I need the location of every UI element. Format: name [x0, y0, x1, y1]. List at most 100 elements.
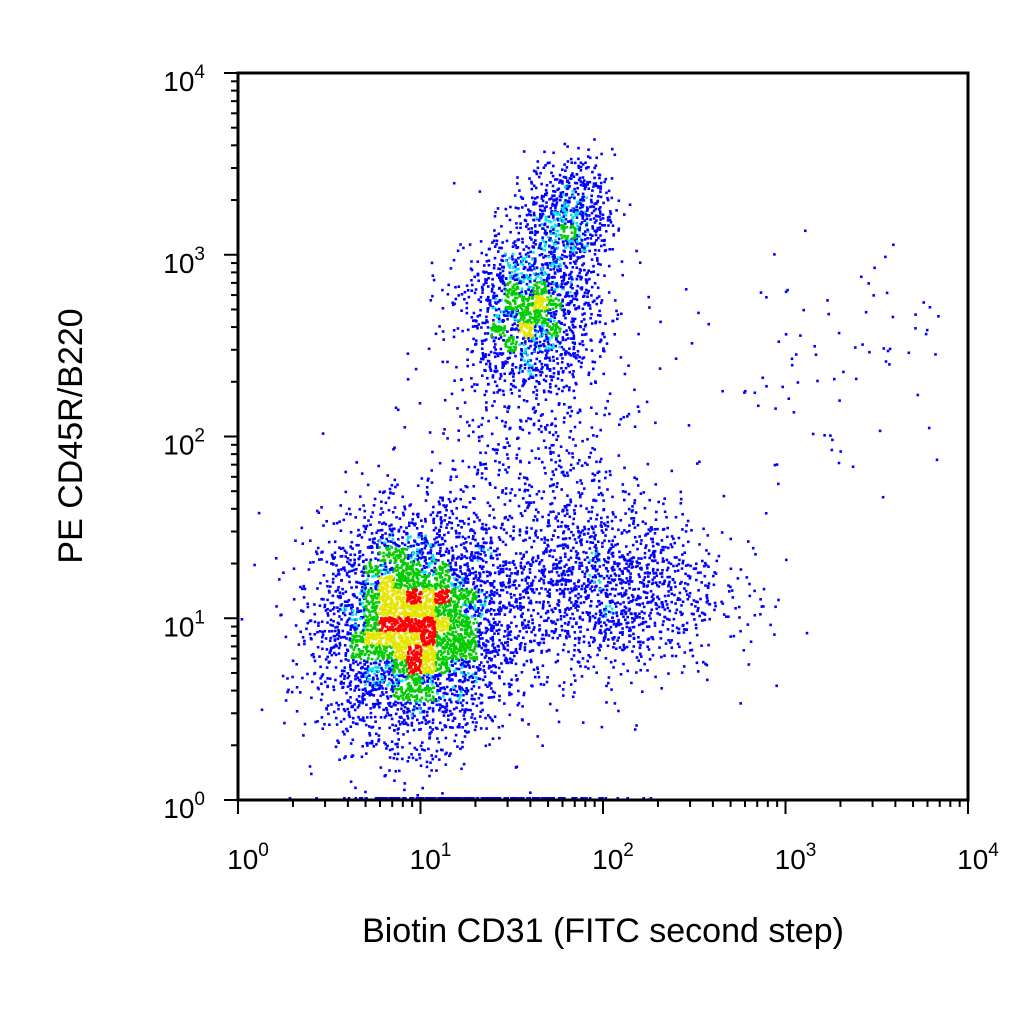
data-point — [494, 343, 497, 346]
data-point — [572, 345, 576, 349]
data-point — [661, 603, 664, 606]
data-point — [566, 411, 569, 415]
data-point — [484, 462, 487, 466]
data-point — [474, 342, 478, 346]
data-point — [576, 411, 580, 415]
data-point — [823, 434, 826, 437]
data-point — [531, 258, 534, 261]
data-point — [504, 585, 508, 589]
data-point — [613, 153, 617, 157]
data-point — [522, 553, 526, 557]
data-point — [332, 572, 335, 576]
data-point — [590, 349, 594, 352]
data-point — [355, 543, 358, 547]
data-point — [641, 690, 644, 693]
data-point — [413, 746, 417, 750]
data-point — [539, 529, 543, 532]
data-point — [563, 552, 567, 556]
data-point — [384, 743, 387, 746]
data-point — [647, 549, 651, 552]
data-point — [861, 343, 864, 346]
data-point — [560, 797, 563, 800]
data-point — [512, 241, 515, 245]
data-point — [558, 609, 561, 612]
data-point — [480, 646, 484, 650]
data-point — [540, 559, 544, 562]
data-point — [597, 558, 601, 561]
data-point — [474, 574, 478, 577]
data-point — [357, 563, 361, 567]
data-point — [567, 527, 570, 531]
data-point — [515, 587, 518, 590]
data-point — [393, 779, 396, 782]
data-point — [637, 640, 640, 644]
data-point — [637, 636, 640, 639]
data-point — [500, 225, 503, 228]
data-point — [627, 609, 631, 612]
data-point — [435, 536, 438, 539]
data-point — [325, 580, 329, 583]
data-point — [494, 459, 497, 463]
data-point — [487, 285, 490, 288]
data-point — [482, 463, 485, 466]
data-point — [483, 321, 487, 325]
data-point — [503, 292, 506, 296]
data-point — [374, 688, 378, 691]
data-point — [472, 577, 476, 580]
data-point — [564, 524, 567, 528]
data-point — [511, 368, 514, 371]
data-point — [590, 242, 593, 245]
data-point — [506, 357, 510, 360]
data-point — [488, 362, 492, 366]
data-point — [888, 347, 892, 351]
data-point — [472, 571, 475, 575]
data-point — [462, 693, 465, 697]
data-point — [498, 276, 501, 280]
data-point — [390, 483, 394, 487]
data-point — [581, 255, 584, 258]
data-point — [417, 722, 421, 725]
data-point — [514, 662, 518, 666]
data-point — [593, 202, 596, 205]
data-point — [535, 357, 539, 361]
data-point — [527, 723, 530, 726]
data-point — [532, 245, 535, 249]
data-point — [478, 628, 481, 632]
data-point — [661, 605, 664, 609]
data-point — [450, 797, 453, 800]
data-point — [456, 701, 459, 705]
data-point — [556, 188, 559, 192]
data-point — [654, 581, 658, 584]
data-point — [534, 531, 537, 535]
data-point — [558, 684, 561, 688]
data-point — [474, 576, 478, 579]
data-point — [577, 626, 581, 629]
data-point — [578, 409, 582, 413]
data-point — [597, 479, 601, 483]
data-point — [388, 726, 391, 730]
data-point — [544, 164, 547, 167]
data-point — [492, 580, 496, 583]
data-point — [305, 627, 308, 631]
data-point — [599, 428, 602, 432]
data-point — [592, 264, 595, 268]
data-point — [336, 625, 339, 629]
data-point — [497, 267, 500, 270]
data-point — [804, 229, 807, 233]
data-point — [563, 271, 566, 275]
data-point — [529, 364, 532, 367]
data-point — [666, 526, 669, 530]
data-point — [884, 360, 888, 363]
data-point — [615, 614, 619, 618]
data-point — [489, 541, 492, 545]
data-point — [660, 687, 663, 690]
data-point — [725, 615, 728, 618]
data-point — [499, 609, 503, 612]
data-point — [540, 651, 543, 654]
data-point — [330, 653, 334, 657]
data-point — [549, 318, 552, 321]
data-point — [491, 287, 494, 291]
data-point — [501, 567, 505, 571]
data-point — [525, 213, 529, 217]
data-point — [490, 597, 493, 600]
